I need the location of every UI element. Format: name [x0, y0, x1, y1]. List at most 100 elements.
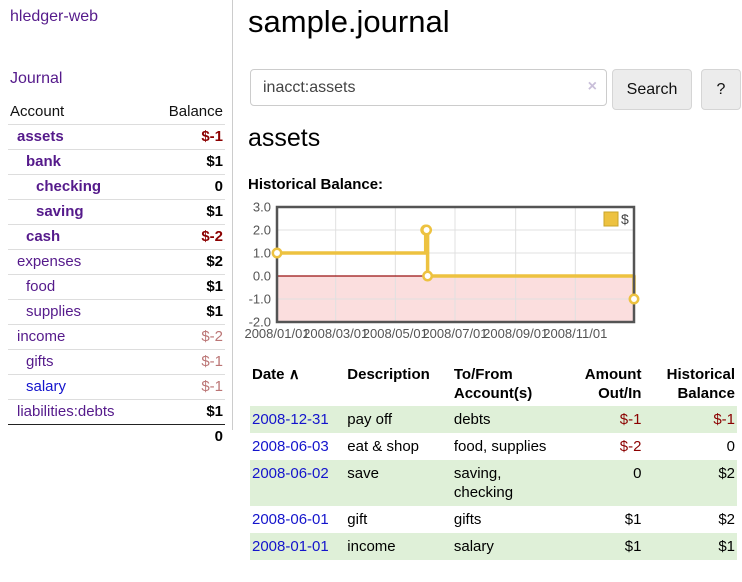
transaction-date-link[interactable]: 2008-06-03 [252, 438, 329, 455]
transaction-row[interactable]: 2008-12-31 pay off debts $-1 $-1 [250, 406, 737, 433]
svg-text:0.0: 0.0 [253, 269, 271, 284]
col-accounts: To/From Account(s) [453, 366, 533, 402]
transaction-accounts: salary [453, 538, 494, 555]
transaction-date-link[interactable]: 2008-12-31 [252, 411, 329, 428]
account-row: checking 0 [8, 174, 225, 200]
svg-text:-1.0: -1.0 [249, 292, 271, 307]
transaction-accounts: debts [453, 411, 491, 428]
register-table: Date ∧ Description To/From Account(s) Am… [250, 362, 737, 560]
account-link-expenses[interactable]: expenses [17, 253, 82, 270]
account-row: gifts $-1 [8, 349, 225, 375]
account-balance: 0 [149, 174, 225, 200]
account-balance: $-1 [149, 374, 225, 400]
account-balance: $-1 [149, 349, 225, 375]
search-box: × [250, 69, 607, 106]
transaction-description: income [347, 538, 396, 555]
transaction-description: pay off [347, 411, 393, 428]
sidebar-item-journal[interactable]: Journal [10, 70, 63, 87]
transaction-amount: $1 [624, 538, 642, 555]
transaction-amount: 0 [633, 465, 642, 482]
transaction-balance: 0 [726, 438, 735, 455]
transaction-amount: $1 [624, 511, 642, 528]
account-row: income $-2 [8, 324, 225, 350]
svg-text:2008/11/01: 2008/11/01 [543, 326, 607, 341]
transaction-row[interactable]: 2008-06-01 gift gifts $1 $2 [250, 506, 737, 533]
svg-text:1.0: 1.0 [253, 246, 271, 261]
data-point-marker [271, 247, 283, 259]
account-link-assets[interactable]: assets [17, 128, 64, 145]
account-balance: $1 [149, 274, 225, 300]
svg-text:2008/05/01: 2008/05/01 [363, 326, 428, 341]
svg-text:2008/01/01: 2008/01/01 [244, 326, 309, 341]
legend-label: $ [621, 211, 629, 227]
svg-text:2008/07/01: 2008/07/01 [422, 326, 487, 341]
app-title-link[interactable]: hledger-web [10, 8, 99, 25]
transaction-description: eat & shop [347, 438, 419, 455]
account-link-bank[interactable]: bank [26, 153, 62, 170]
legend-swatch [603, 211, 619, 227]
balance-chart-svg: -2.0 -1.0 0.0 1.0 2.0 3.0 2008/01/012008/03/01… [244, 200, 640, 341]
col-amount: Amount Out/In [584, 366, 642, 402]
sidebar: hledger-web Journal Account Balance asse… [0, 0, 233, 449]
account-link-income[interactable]: income [17, 328, 66, 345]
account-link-checking[interactable]: checking [36, 178, 102, 195]
transaction-amount: $-1 [619, 411, 642, 428]
data-point-marker [628, 293, 640, 305]
account-balance: $1 [149, 199, 225, 225]
account-balance: $1 [149, 299, 225, 325]
chart-section-label: Historical Balance: [248, 176, 384, 193]
col-description: Description [347, 366, 430, 383]
transaction-description: save [347, 465, 379, 482]
col-balance: Historical Balance [666, 366, 735, 402]
transaction-row[interactable]: 2008-06-03 eat & shop food, supplies $-2 0 [250, 433, 737, 460]
transaction-date-link[interactable]: 2008-01-01 [252, 538, 329, 555]
search-input[interactable] [250, 69, 607, 106]
transaction-accounts: saving, checking [453, 465, 514, 501]
account-link-liabilities-debts[interactable]: liabilities:debts [17, 403, 115, 420]
account-balance: $1 [206, 403, 223, 420]
account-link-salary[interactable]: salary [26, 378, 67, 395]
account-row: assets $-1 [8, 124, 225, 150]
transaction-row[interactable]: 2008-01-01 income salary $1 $1 [250, 533, 737, 560]
accounts-total-row: 0 [8, 424, 225, 449]
historical-balance-chart: -2.0 -1.0 0.0 1.0 2.0 3.0 2008/01/01 2008/03/01… [244, 199, 742, 345]
svg-text:2.0: 2.0 [253, 223, 271, 238]
account-row: supplies $1 [8, 299, 225, 325]
account-row: liabilities:debts $1 [8, 400, 225, 425]
search-button[interactable]: Search [612, 69, 692, 110]
account-link-saving[interactable]: saving [36, 203, 84, 220]
clear-search-icon[interactable]: × [587, 78, 597, 95]
sort-asc-icon: ∧ [288, 366, 300, 383]
transaction-accounts: food, supplies [453, 438, 547, 455]
account-row: food $1 [8, 274, 225, 300]
account-row: salary $-1 [8, 374, 225, 400]
register-header-row: Date ∧ Description To/From Account(s) Am… [250, 362, 737, 406]
account-link-gifts[interactable]: gifts [26, 353, 54, 370]
account-link-food[interactable]: food [26, 278, 56, 295]
account-balance: $-2 [149, 224, 225, 250]
transaction-date-link[interactable]: 2008-06-02 [252, 465, 329, 482]
help-button[interactable]: ? [701, 69, 741, 110]
data-point-marker [421, 224, 433, 236]
transaction-description: gift [347, 511, 368, 528]
svg-text:-2.0: -2.0 [249, 315, 271, 330]
transaction-balance: $1 [718, 538, 735, 555]
transaction-date-link[interactable]: 2008-06-01 [252, 511, 329, 528]
transaction-balance: $2 [718, 465, 735, 482]
transaction-balance: $2 [718, 511, 735, 528]
accounts-table: Account Balance assets $-1 bank $1 checking 0… [8, 100, 225, 449]
svg-text:3.0: 3.0 [253, 200, 271, 215]
account-balance: $-1 [149, 124, 225, 150]
account-row: bank $1 [8, 149, 225, 175]
transaction-row[interactable]: 2008-06-02 save saving, checking 0 $2 [250, 460, 737, 506]
account-link-supplies[interactable]: supplies [26, 303, 82, 320]
svg-text:2008/03/01: 2008/03/01 [303, 326, 368, 341]
col-date[interactable]: Date ∧ [252, 366, 300, 383]
plot-border [275, 205, 636, 324]
svg-text:2008/09/01: 2008/09/01 [483, 326, 548, 341]
account-balance: $1 [149, 149, 225, 175]
account-link-cash[interactable]: cash [26, 228, 61, 245]
account-heading: assets [248, 124, 321, 152]
account-row: saving $1 [8, 199, 225, 225]
